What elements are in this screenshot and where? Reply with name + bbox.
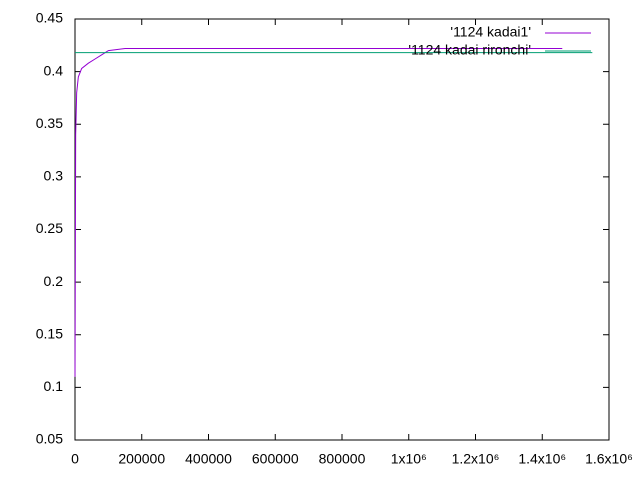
x-tick-label: 400000 bbox=[185, 451, 232, 467]
plot-border bbox=[74, 18, 610, 441]
x-tick-label: 1x10⁶ bbox=[391, 451, 427, 467]
y-tick-label: 0.35 bbox=[36, 115, 63, 131]
data-line bbox=[74, 47, 563, 377]
y-tick-label: 0.45 bbox=[36, 10, 63, 26]
x-tick-label: 0 bbox=[71, 451, 79, 467]
y-tick-label: 0.05 bbox=[36, 431, 63, 447]
x-tick-label: 800000 bbox=[319, 451, 366, 467]
legend-label: '1124 kadai rironchi' bbox=[408, 42, 531, 58]
y-tick-label: 0.15 bbox=[36, 325, 63, 341]
y-tick-label: 0.3 bbox=[44, 168, 64, 184]
x-tick-label: 1.6x10⁶ bbox=[585, 451, 633, 467]
y-tick-label: 0.25 bbox=[36, 220, 63, 236]
y-tick-label: 0.2 bbox=[44, 273, 64, 289]
x-tick-label: 600000 bbox=[252, 451, 299, 467]
x-tick-label: 200000 bbox=[118, 451, 165, 467]
x-tick-label: 1.2x10⁶ bbox=[452, 451, 500, 467]
legend-label: '1124 kadai1' bbox=[450, 24, 531, 40]
y-tick-label: 0.4 bbox=[44, 62, 64, 78]
y-tick-label: 0.1 bbox=[44, 378, 64, 394]
x-tick-label: 1.4x10⁶ bbox=[518, 451, 566, 467]
